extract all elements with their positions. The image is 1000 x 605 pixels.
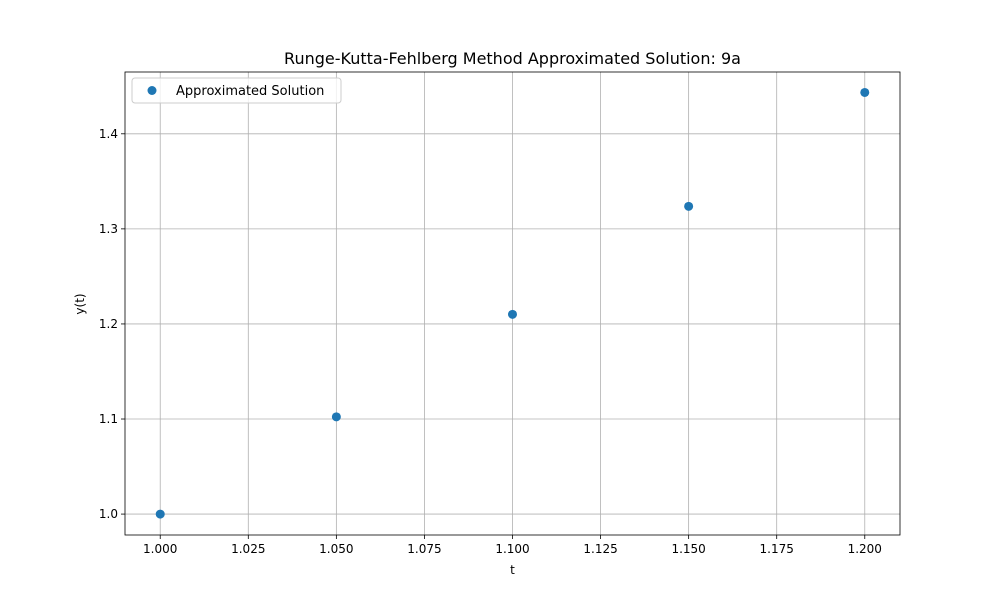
legend-label: Approximated Solution (176, 84, 324, 99)
data-point (155, 509, 165, 519)
grid (125, 72, 900, 535)
x-tick-label: 1.000 (143, 542, 177, 556)
y-tick-label: 1.2 (99, 317, 118, 331)
data-point (860, 87, 870, 97)
x-axis-label: t (510, 563, 515, 577)
data-point (331, 412, 341, 422)
x-tick-label: 1.175 (760, 542, 794, 556)
x-tick-label: 1.025 (231, 542, 265, 556)
legend-marker (147, 86, 157, 95)
x-tick-label: 1.100 (495, 542, 529, 556)
y-axis-label: y(t) (73, 293, 87, 314)
plot-frame (124, 71, 901, 536)
data-point (508, 309, 517, 319)
x-tick-label: 1.150 (671, 542, 705, 556)
y-tick-label: 1.3 (99, 222, 118, 236)
y-tick-label: 1.0 (99, 507, 118, 521)
x-tick-label: 1.200 (848, 542, 882, 556)
legend-box (131, 77, 342, 104)
axes: 1.000 1.025 1.050 1.075 1.100 1.125 1.150 1.175… (99, 71, 901, 556)
data-point (684, 201, 694, 211)
data-points (155, 87, 870, 519)
x-tick-label: 1.125 (583, 542, 617, 556)
y-tick-label: 1.4 (99, 127, 118, 141)
x-tick-label: 1.050 (319, 542, 353, 556)
x-tick-label: 1.075 (407, 542, 441, 556)
chart-title: Runge-Kutta-Fehlberg Method Approximated… (284, 49, 741, 68)
legend: Approximated Solution (131, 77, 342, 104)
y-tick-label: 1.1 (99, 412, 118, 426)
